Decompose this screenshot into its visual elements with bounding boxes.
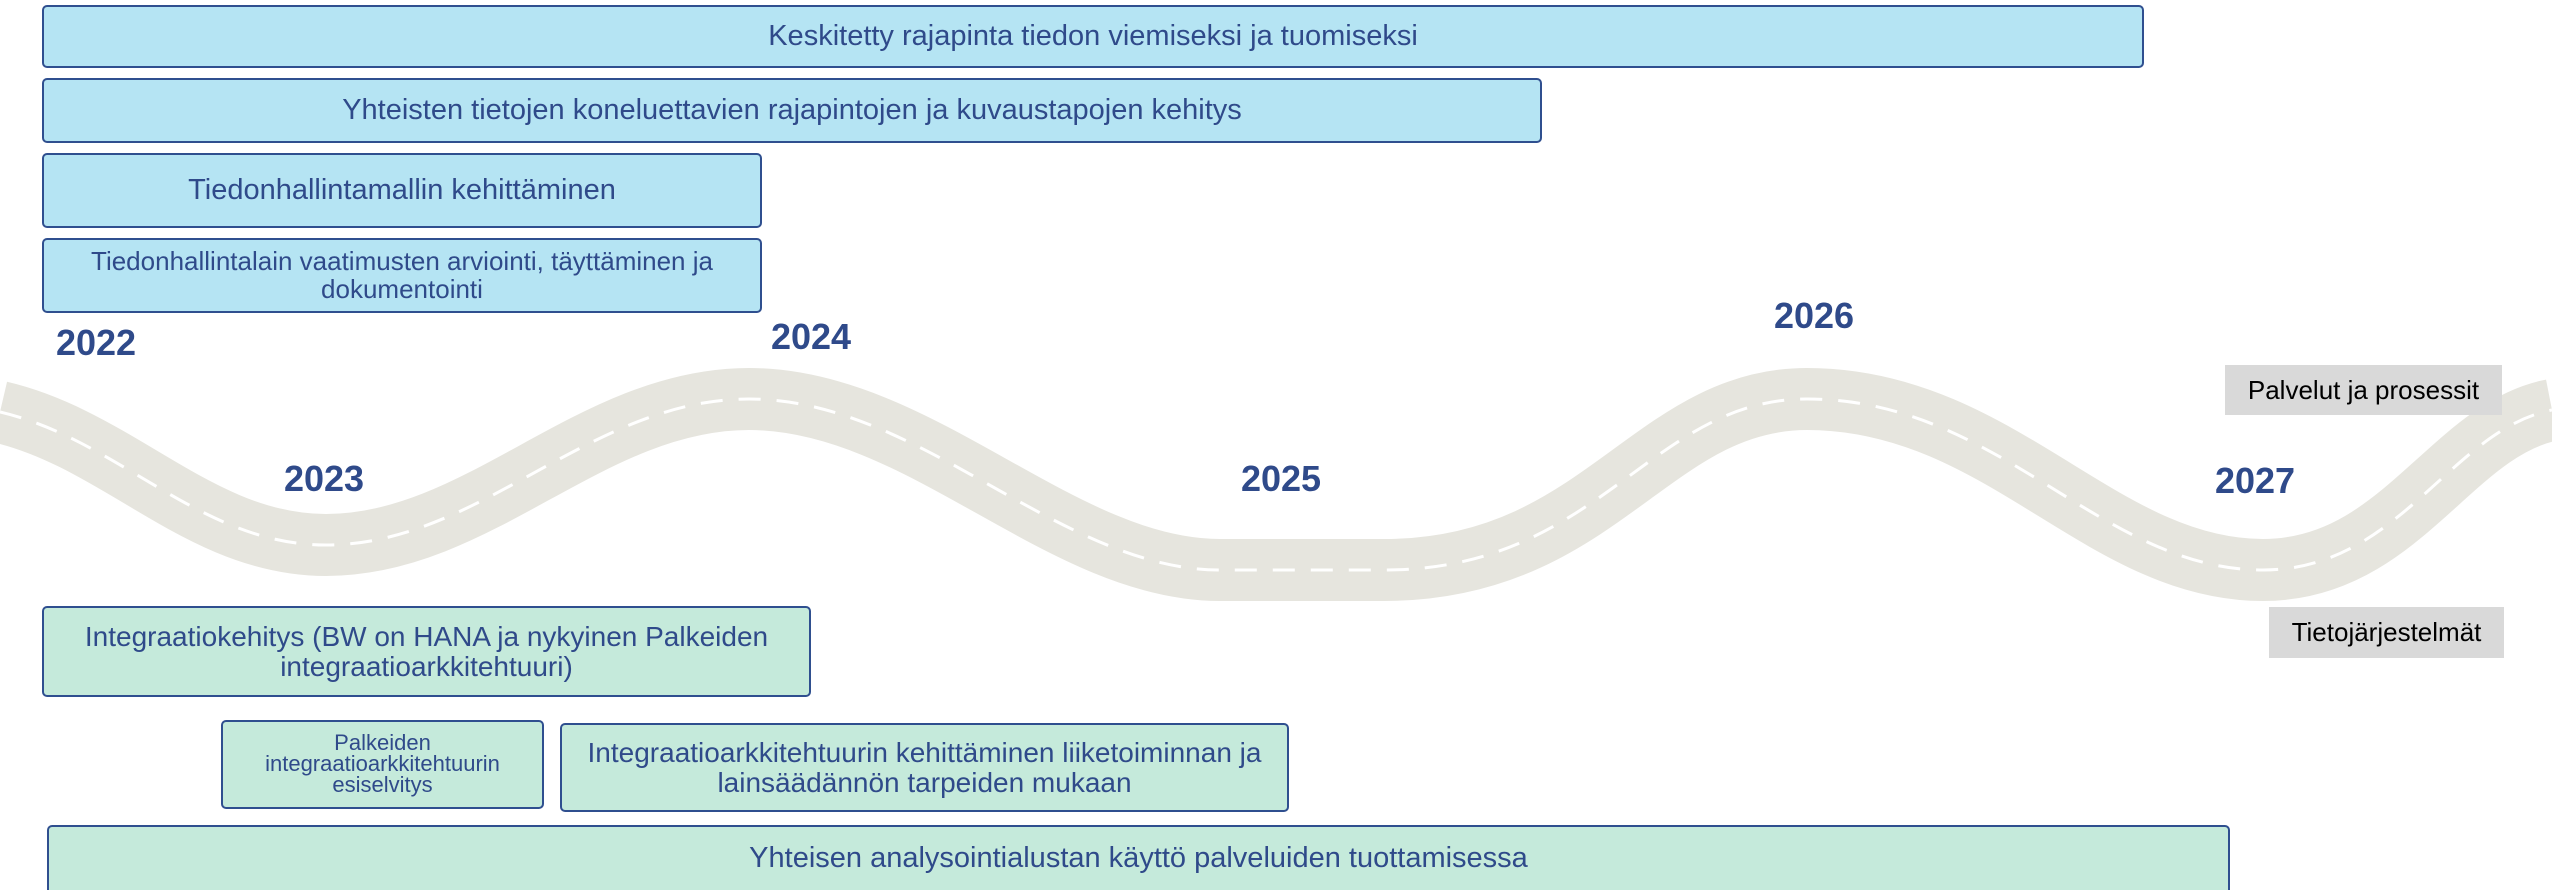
year-label: 2023 <box>283 458 365 499</box>
year-label: 2022 <box>55 322 137 363</box>
legend-systems: Tietojärjestelmät <box>2269 607 2504 658</box>
year-label: 2027 <box>2214 460 2296 501</box>
year-label: 2024 <box>770 316 852 357</box>
service-bar: Yhteisten tietojen koneluettavien rajapi… <box>42 78 1542 143</box>
year-label: 2026 <box>1773 295 1855 336</box>
system-bar: Palkeiden integraatioarkkitehtuurin esis… <box>221 720 544 809</box>
year-label: 2025 <box>1240 458 1322 499</box>
system-bar: Integraatiokehitys (BW on HANA ja nykyin… <box>42 606 811 697</box>
service-bar: Keskitetty rajapinta tiedon viemiseksi j… <box>42 5 2144 68</box>
system-bar: Integraatioarkkitehtuurin kehittäminen l… <box>560 723 1289 812</box>
road-centerline <box>0 397 2552 572</box>
service-bar: Tiedonhallintalain vaatimusten arviointi… <box>42 238 762 313</box>
legend-services: Palvelut ja prosessit <box>2225 365 2502 415</box>
service-bar: Tiedonhallintamallin kehittäminen <box>42 153 762 228</box>
system-bar: Yhteisen analysointialustan käyttö palve… <box>47 825 2230 890</box>
